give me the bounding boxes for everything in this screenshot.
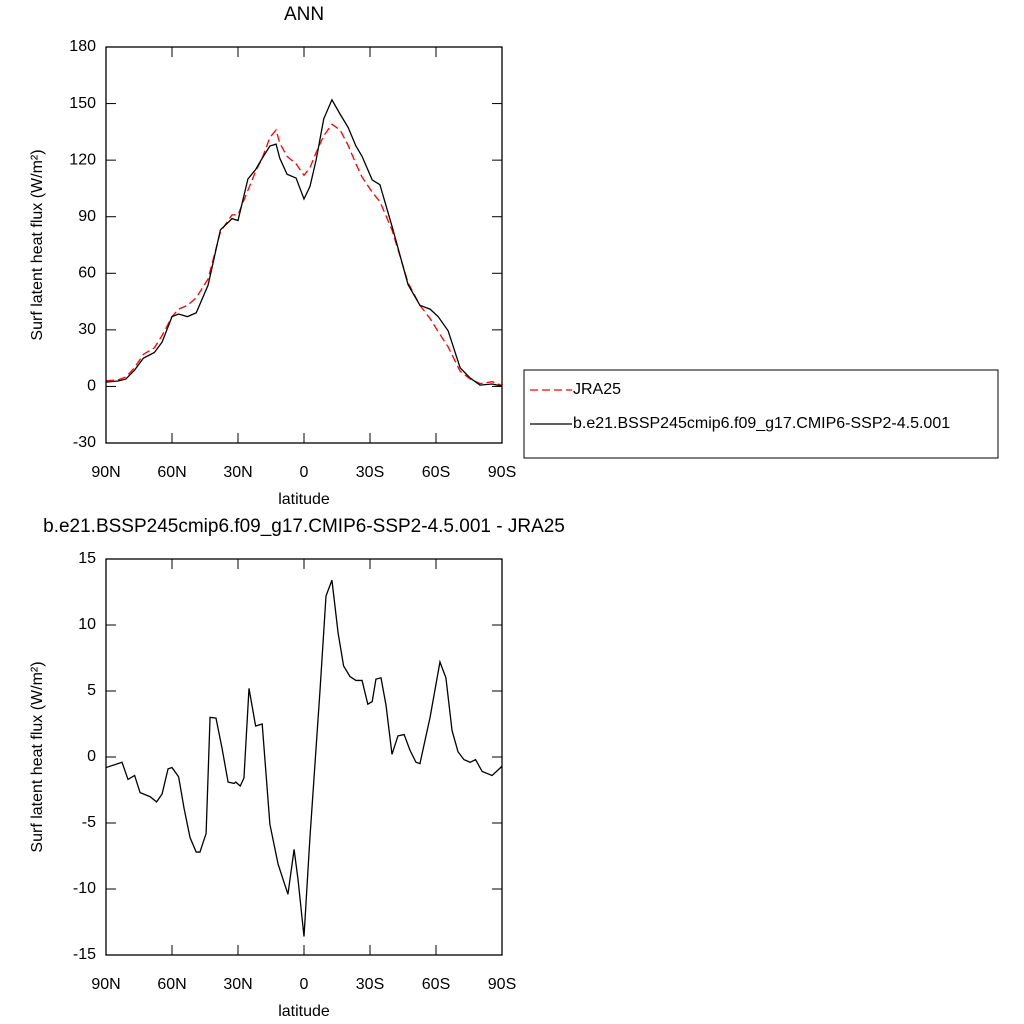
plot-frame xyxy=(105,46,503,444)
x-tick-label: 0 xyxy=(300,464,309,481)
x-axis-label: latitude xyxy=(278,1003,330,1020)
y-tick-label: 180 xyxy=(69,38,96,55)
x-tick-label: 30S xyxy=(356,976,384,993)
x-tick-label: 60N xyxy=(157,464,186,481)
x-tick-label: 30N xyxy=(223,464,252,481)
y-axis-label: Surf latent heat flux (W/m²) xyxy=(29,149,46,340)
y-tick-label: 10 xyxy=(78,616,96,633)
x-tick-label: 60S xyxy=(422,464,450,481)
x-tick-label: 30S xyxy=(356,464,384,481)
y-tick-label: 0 xyxy=(87,378,96,395)
y-tick-label: 60 xyxy=(78,265,96,282)
y-tick-label: 120 xyxy=(69,151,96,168)
y-tick-label: 0 xyxy=(87,748,96,765)
x-axis-label: latitude xyxy=(278,491,330,508)
y-axis-label: Surf latent heat flux (W/m²) xyxy=(29,661,46,852)
data-line xyxy=(105,98,503,387)
chart-title: b.e21.BSSP245cmip6.f09_g17.CMIP6-SSP2-4.… xyxy=(43,516,565,537)
x-tick-label: 30N xyxy=(223,976,252,993)
x-tick-label: 90N xyxy=(91,976,120,993)
x-tick-label: 90S xyxy=(488,464,516,481)
y-tick-label: 15 xyxy=(78,550,96,567)
chart-title: ANN xyxy=(284,4,324,25)
legend-label: b.e21.BSSP245cmip6.f09_g17.CMIP6-SSP2-4.… xyxy=(573,415,950,432)
legend-box xyxy=(523,369,999,459)
y-tick-label: -5 xyxy=(82,814,96,831)
x-tick-label: 0 xyxy=(300,976,309,993)
legend-label: JRA25 xyxy=(573,381,621,398)
y-tick-label: -10 xyxy=(73,880,96,897)
x-tick-label: 90S xyxy=(488,976,516,993)
y-tick-label: 90 xyxy=(78,208,96,225)
data-line xyxy=(105,579,503,937)
y-tick-label: -15 xyxy=(73,946,96,963)
plot-frame xyxy=(105,558,503,956)
y-tick-label: 30 xyxy=(78,321,96,338)
y-tick-label: -30 xyxy=(73,434,96,451)
x-tick-label: 90N xyxy=(91,464,120,481)
x-tick-label: 60N xyxy=(157,976,186,993)
x-tick-label: 60S xyxy=(422,976,450,993)
data-line xyxy=(105,123,503,387)
y-tick-label: 5 xyxy=(87,682,96,699)
y-tick-label: 150 xyxy=(69,95,96,112)
